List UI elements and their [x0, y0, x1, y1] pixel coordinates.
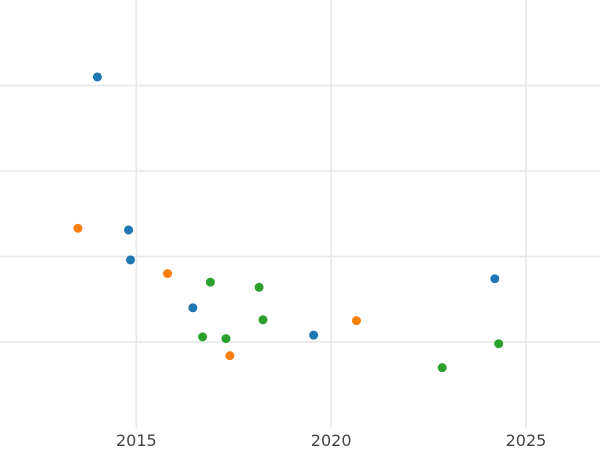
data-point-series-3 — [205, 277, 215, 287]
data-points — [73, 72, 504, 373]
data-point-series-1 — [92, 72, 102, 82]
data-point-series-2 — [351, 316, 361, 326]
x-tick-label: 2020 — [311, 431, 352, 450]
x-axis-ticks: 2015 2020 2025 — [116, 431, 546, 450]
data-point-series-2 — [73, 223, 83, 233]
data-point-series-1 — [126, 255, 136, 265]
data-point-series-1 — [188, 303, 198, 313]
grid — [0, 0, 600, 428]
data-point-series-3 — [258, 315, 268, 325]
data-point-series-3 — [221, 334, 231, 344]
data-point-series-2 — [225, 351, 235, 361]
data-point-series-3 — [254, 282, 264, 292]
data-point-series-1 — [490, 274, 500, 284]
x-tick-label: 2015 — [116, 431, 157, 450]
data-point-series-3 — [198, 332, 208, 342]
data-point-series-1 — [124, 225, 134, 235]
data-point-series-1 — [309, 330, 319, 340]
data-point-series-2 — [163, 269, 173, 279]
data-point-series-3 — [494, 339, 504, 349]
x-tick-label: 2025 — [506, 431, 547, 450]
data-point-series-3 — [437, 363, 447, 373]
